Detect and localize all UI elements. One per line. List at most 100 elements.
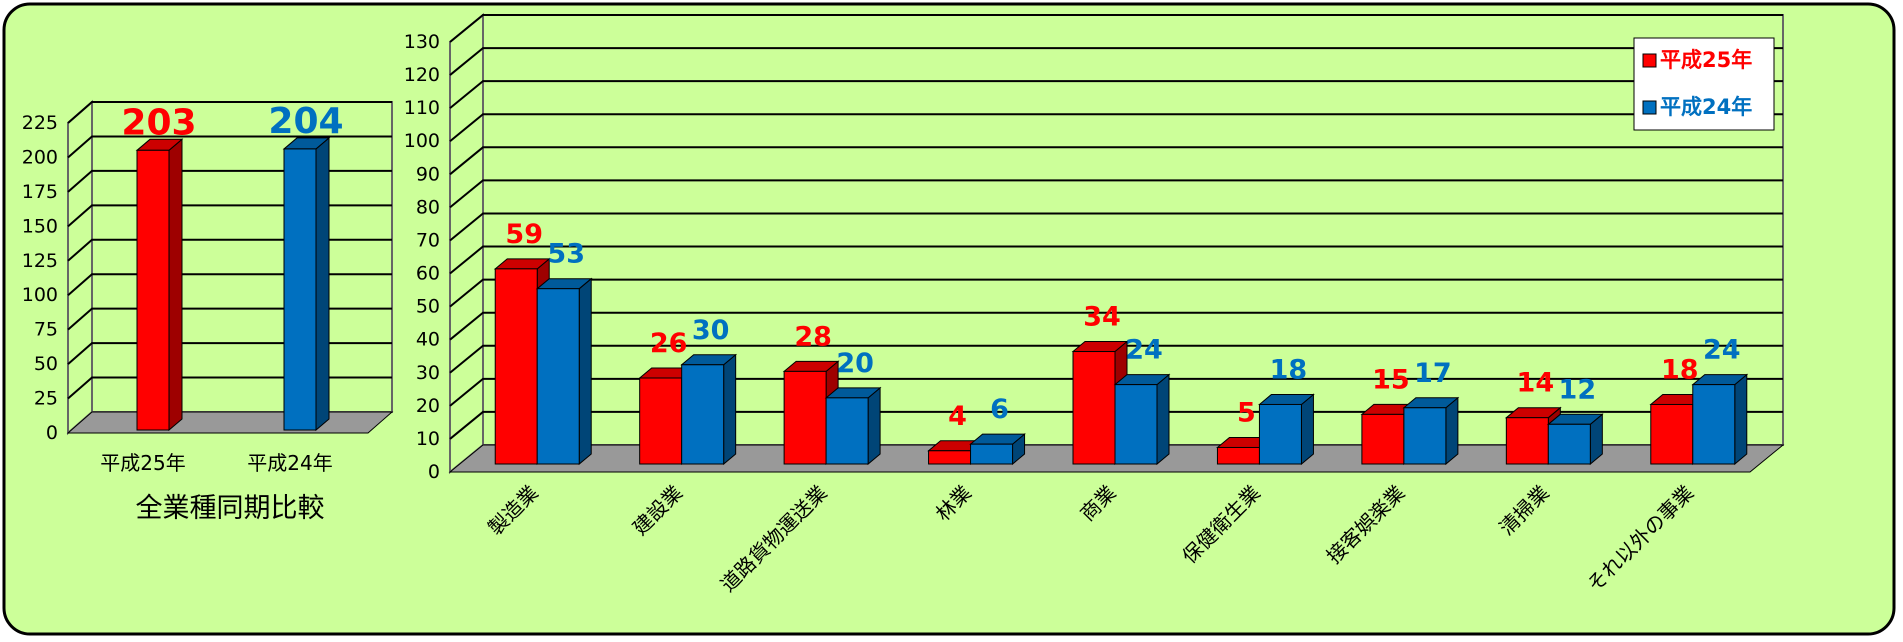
lc-y-tick-label: 75	[34, 319, 58, 341]
right-data-label: 34	[1083, 302, 1121, 333]
rc-gridline-80	[449, 179, 1783, 209]
right-bar	[1505, 417, 1549, 465]
right-data-label: 20	[836, 348, 874, 379]
legend-swatch-series2	[1642, 100, 1657, 115]
rc-gridline-40	[449, 311, 1783, 341]
left-data-label: 203	[121, 102, 196, 143]
legend-box	[1633, 37, 1775, 131]
left-chart-category-labels: 平成25年 平成24年	[100, 451, 332, 475]
right-chart-y-ticks: 0 10 20 30 40 50 60 70 80 90 100 110 120 130	[404, 31, 440, 483]
right-bar-side	[578, 277, 592, 466]
rc-gridline-10	[449, 410, 1783, 440]
right-data-label: 5	[1237, 397, 1256, 428]
left-category-label: 平成24年	[247, 451, 332, 475]
right-bar-side	[1300, 393, 1314, 466]
rc-y-tick-label: 70	[416, 229, 440, 251]
left-category-label: 平成25年	[100, 451, 185, 475]
right-bar	[1072, 351, 1116, 465]
rc-y-tick-label: 50	[416, 296, 440, 318]
rc-gridline-60	[449, 245, 1783, 275]
right-data-label: 24	[1703, 335, 1741, 366]
right-bar-side	[867, 386, 881, 466]
right-bar	[536, 288, 580, 465]
rc-gridline-90	[449, 146, 1783, 176]
rc-y-tick-label: 60	[416, 263, 440, 285]
rc-gridline-120	[449, 47, 1783, 76]
rc-gridline-50	[449, 278, 1783, 308]
right-bar	[825, 397, 869, 465]
left-bar-side	[168, 138, 183, 432]
right-bar-side	[1445, 396, 1459, 466]
right-bar-side	[1734, 373, 1748, 466]
right-data-label: 30	[692, 315, 730, 346]
right-bar	[1692, 384, 1736, 465]
legend-label-series1: 平成25年	[1660, 48, 1752, 72]
rc-gridline-30	[449, 344, 1783, 374]
rc-y-tick-label: 80	[416, 196, 440, 218]
right-chart-gridlines	[449, 14, 1783, 440]
rc-gridline-130	[449, 14, 1783, 43]
right-bar	[1258, 403, 1302, 465]
right-bar	[783, 370, 827, 465]
left-bar	[136, 149, 170, 431]
lc-gridline-225	[67, 101, 392, 124]
rc-y-tick-label: 130	[404, 31, 440, 53]
left-chart-data-labels: 203 204	[121, 101, 343, 143]
lc-y-tick-label: 125	[22, 250, 58, 272]
rc-gridline-110	[449, 80, 1783, 109]
right-bar	[1114, 384, 1158, 465]
lc-floor	[66, 411, 394, 434]
lc-y-tick-label: 150	[22, 215, 58, 237]
lc-y-tick-label: 25	[34, 388, 58, 410]
right-data-label: 28	[794, 321, 832, 352]
right-bar-side	[1156, 373, 1170, 466]
left-chart-title: 全業種同期比較	[136, 493, 325, 524]
rc-gridline-20	[449, 377, 1783, 407]
lc-y-tick-label: 225	[22, 112, 58, 134]
right-data-label: 18	[1270, 354, 1308, 385]
right-bar	[494, 268, 538, 465]
rc-y-tick-label: 120	[404, 64, 440, 86]
rc-gridline-70	[449, 212, 1783, 242]
right-chart-bars	[493, 257, 1749, 466]
lc-y-tick-label: 100	[22, 284, 58, 306]
lc-y-tick-label: 50	[34, 353, 58, 375]
right-data-label: 24	[1125, 335, 1163, 366]
rc-y-tick-label: 100	[404, 130, 440, 152]
rc-y-tick-label: 0	[428, 461, 440, 483]
right-data-label: 18	[1661, 354, 1699, 385]
right-bar	[1403, 407, 1447, 465]
right-data-label: 26	[650, 328, 688, 359]
right-data-label: 53	[547, 239, 585, 270]
right-data-label: 12	[1559, 374, 1597, 405]
rc-y-tick-label: 40	[416, 329, 440, 351]
right-data-label: 15	[1372, 364, 1410, 395]
rc-y-tick-label: 20	[416, 395, 440, 417]
rc-y-tick-label: 110	[404, 97, 440, 119]
rc-gridline-100	[449, 113, 1783, 143]
right-bar	[1361, 413, 1405, 465]
rc-y-tick-label: 30	[416, 362, 440, 384]
right-bar	[639, 377, 683, 465]
lc-y-tick-label: 200	[22, 146, 58, 168]
right-bar	[681, 364, 725, 465]
right-bar-side	[723, 353, 737, 466]
right-bar	[928, 450, 972, 465]
right-bar	[970, 443, 1014, 465]
right-data-label: 4	[948, 401, 967, 432]
right-bar	[1650, 403, 1694, 465]
legend-label-series2: 平成24年	[1660, 95, 1752, 119]
right-data-label: 17	[1414, 358, 1452, 389]
legend-swatch-series1	[1642, 53, 1657, 68]
legend: 平成25年 平成24年	[1633, 37, 1775, 131]
lc-y-tick-label: 175	[22, 181, 58, 203]
right-data-label: 14	[1517, 368, 1555, 399]
right-data-label: 6	[990, 394, 1009, 425]
right-bar	[1547, 423, 1591, 465]
left-bar	[283, 148, 317, 431]
rc-y-tick-label: 90	[416, 163, 440, 185]
